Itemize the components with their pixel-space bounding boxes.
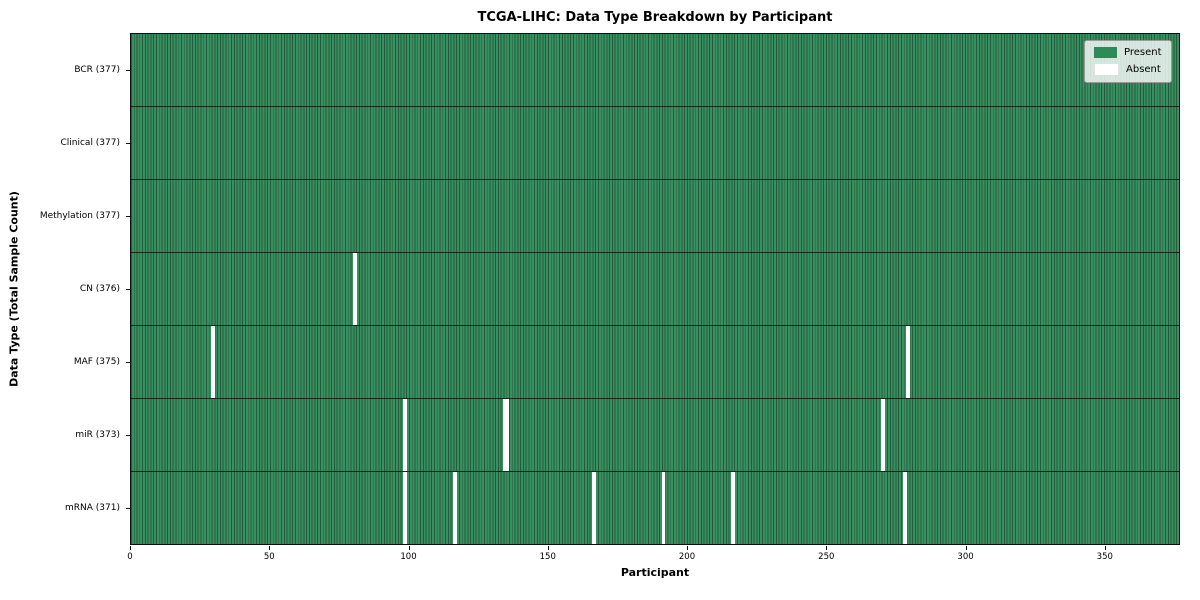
x-tick-label-200: 200: [678, 552, 696, 562]
legend-label-present: Present: [1124, 47, 1162, 58]
x-tick-mark: [687, 546, 689, 550]
x-axis-label: Participant: [620, 566, 690, 579]
absent-cell-miR-270: [881, 399, 885, 471]
y-tick-mark: [126, 142, 130, 144]
y-tick-mark: [126, 508, 130, 510]
x-tick-label-50: 50: [263, 552, 275, 562]
heatmap-row-Clinical: [131, 107, 1179, 180]
y-tick-mark: [126, 215, 130, 217]
y-tick-label-mRNA: mRNA (371): [65, 503, 120, 514]
x-tick-label-0: 0: [127, 552, 133, 562]
x-tick-mark: [130, 546, 131, 550]
y-tick-label-CN: CN (376): [79, 284, 120, 294]
absent-cell-MAF-279: [906, 326, 910, 398]
x-tick-mark: [269, 546, 271, 550]
y-tick-mark: [126, 435, 130, 437]
absent-cell-mRNA-166: [592, 472, 596, 544]
chart-title: TCGA-LIHC: Data Type Breakdown by Partic…: [477, 10, 833, 25]
x-axis-ticks: 0 50 100 150 200 250 300 350: [127, 545, 1180, 567]
legend-label-absent: Absent: [1126, 64, 1161, 75]
y-tick-mark: [126, 289, 130, 290]
x-tick-label-150: 150: [539, 552, 556, 562]
absent-cell-mRNA-116: [453, 472, 457, 544]
legend-item-absent: Absent: [1094, 63, 1162, 76]
y-tick-label-BCR: BCR (377): [74, 64, 120, 75]
y-tick-label-Clinical: Clinical (377): [60, 137, 120, 148]
y-tick-mark: [126, 362, 130, 364]
heatmap-row-miR: [131, 399, 1179, 472]
x-tick-label-100: 100: [400, 552, 417, 562]
x-tick-mark: [1104, 546, 1106, 550]
legend-swatch-present: [1094, 47, 1117, 58]
absent-cell-mRNA-98: [403, 472, 407, 544]
heatmap-row-MAF: [131, 326, 1179, 399]
absent-cell-miR-98: [403, 399, 407, 471]
absent-cell-mRNA-216: [731, 472, 735, 544]
y-tick-label-Methylation: Methylation (377): [39, 210, 120, 221]
absent-cell-mRNA-278: [903, 472, 907, 544]
legend: Present Absent: [1084, 40, 1172, 83]
x-tick-mark: [965, 546, 967, 550]
absent-cell-MAF-29: [211, 326, 215, 398]
heatmap-row-BCR: [131, 34, 1179, 107]
x-tick-mark: [547, 546, 549, 550]
plot-area: [130, 33, 1180, 545]
y-tick-mark: [126, 69, 130, 71]
x-tick-label-300: 300: [957, 552, 974, 562]
y-axis-ticks: BCR (377) Clinical (377) Methylation (377)…: [0, 33, 130, 545]
legend-swatch-absent: [1094, 63, 1119, 76]
x-tick-label-350: 350: [1096, 552, 1113, 562]
heatmap-row-Methylation: [131, 180, 1179, 253]
x-tick-mark: [408, 546, 410, 550]
x-tick-label-250: 250: [818, 552, 835, 562]
x-tick-mark: [826, 546, 828, 550]
heatmap-row-CN: [131, 253, 1179, 326]
absent-cell-CN-80: [352, 253, 357, 325]
absent-cell-miR-135: [505, 399, 510, 471]
legend-item-present: Present: [1094, 47, 1162, 58]
y-tick-label-miR: miR (373): [75, 430, 120, 441]
heatmap-row-mRNA: [131, 472, 1179, 544]
absent-cell-mRNA-191: [661, 472, 666, 544]
y-tick-label-MAF: MAF (375): [73, 357, 120, 368]
